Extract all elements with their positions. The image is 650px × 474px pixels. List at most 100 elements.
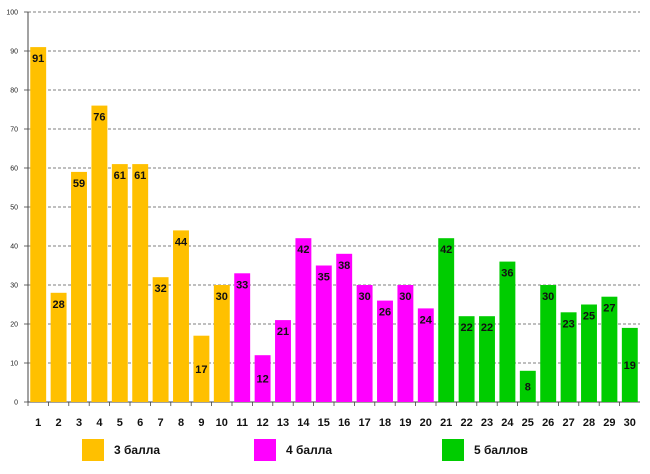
- bar-2: [50, 292, 67, 402]
- y-tick-label: 10: [10, 361, 18, 368]
- x-tick-label: 23: [481, 417, 493, 429]
- legend-item-4-balla: 4 балла: [254, 438, 332, 462]
- bar-30: [621, 327, 638, 402]
- y-axis-ticks: 0 10 20 30 40 50 60 70 80 90 100: [6, 10, 28, 407]
- x-tick-label: 5: [117, 417, 123, 429]
- data-label: 30: [399, 291, 411, 303]
- x-tick-label: 1: [35, 417, 41, 429]
- data-label: 19: [624, 360, 636, 372]
- x-tick-label: 9: [198, 417, 204, 429]
- data-labels: 91 28 59 76 61 61 32 44 17 30 33 12 21 42 35 38 30 26 30 24…: [32, 53, 636, 393]
- x-tick-label: 21: [440, 417, 452, 429]
- bar-25: [519, 370, 536, 402]
- x-tick-label: 11: [236, 417, 248, 429]
- data-label: 26: [379, 307, 391, 319]
- bar-21: [438, 238, 455, 402]
- data-label: 22: [460, 322, 472, 334]
- x-tick-label: 27: [562, 417, 574, 429]
- bar-11: [234, 273, 251, 402]
- data-label: 30: [542, 291, 554, 303]
- legend-swatch-5-ballov: [442, 439, 464, 461]
- x-tick-label: 15: [318, 417, 330, 429]
- bar-7: [152, 277, 169, 402]
- data-label: 17: [195, 364, 207, 376]
- legend-swatch-4-balla: [254, 439, 276, 461]
- y-tick-label: 70: [10, 127, 18, 134]
- x-tick-label: 29: [603, 417, 615, 429]
- bar-3: [71, 171, 87, 402]
- y-tick-label: 30: [10, 283, 18, 290]
- x-tick-label: 6: [137, 417, 143, 429]
- bar-9: [193, 335, 210, 402]
- bar-15: [315, 265, 332, 402]
- bar-14: [295, 238, 312, 402]
- bar-13: [275, 320, 291, 402]
- data-label: 38: [338, 260, 350, 272]
- x-tick-label: 22: [460, 417, 472, 429]
- bar-6: [132, 164, 149, 402]
- y-tick-label: 100: [6, 10, 18, 17]
- data-label: 22: [481, 322, 493, 334]
- legend-label-4-balla: 4 балла: [286, 443, 333, 457]
- x-axis-ticks: 1 2 3 4 5 6 7 8 9 10 11 12 13 14 15 16 17 18 19 20 21 22 23 24 2…: [27, 402, 636, 429]
- data-label: 32: [154, 283, 166, 295]
- data-label: 28: [52, 299, 64, 311]
- x-tick-label: 3: [76, 417, 82, 429]
- bar-5: [111, 164, 128, 402]
- bar-28: [581, 304, 597, 402]
- x-tick-label: 28: [583, 417, 595, 429]
- data-label: 23: [562, 318, 574, 330]
- bar-29: [601, 296, 618, 402]
- x-tick-label: 13: [277, 417, 289, 429]
- bar-17: [356, 285, 373, 402]
- data-label: 59: [73, 178, 85, 190]
- y-tick-label: 0: [14, 400, 18, 407]
- bar-24: [499, 261, 516, 402]
- gridlines: [28, 11, 640, 364]
- x-tick-label: 14: [297, 417, 310, 429]
- data-label: 27: [603, 303, 615, 315]
- data-label: 30: [216, 291, 228, 303]
- x-tick-label: 18: [379, 417, 391, 429]
- data-label: 61: [114, 170, 126, 182]
- x-tick-label: 24: [501, 417, 514, 429]
- y-tick-label: 40: [10, 244, 18, 251]
- data-label: 8: [525, 381, 531, 393]
- y-tick-label: 90: [10, 49, 18, 56]
- x-tick-label: 4: [96, 417, 103, 429]
- bar-18: [377, 300, 393, 402]
- bar-23: [479, 316, 495, 402]
- data-label: 42: [297, 244, 309, 256]
- bar-4: [91, 105, 108, 402]
- x-tick-label: 30: [624, 417, 636, 429]
- bar-22: [458, 316, 475, 402]
- legend-swatch-3-balla: [82, 439, 104, 461]
- x-tick-label: 16: [338, 417, 350, 429]
- bar-26: [540, 285, 557, 402]
- data-label: 21: [277, 326, 289, 338]
- y-tick-label: 20: [10, 322, 18, 329]
- data-label: 61: [134, 170, 146, 182]
- data-label: 91: [32, 53, 44, 65]
- data-label: 42: [440, 244, 452, 256]
- y-tick-label: 50: [10, 205, 18, 212]
- y-tick-label: 60: [10, 166, 18, 173]
- y-tick-label: 80: [10, 88, 18, 95]
- bar-12: [254, 355, 271, 402]
- x-tick-label: 19: [399, 417, 411, 429]
- bar-20: [417, 308, 434, 402]
- data-label: 35: [318, 272, 330, 284]
- legend-label-3-balla: 3 балла: [114, 443, 161, 457]
- legend-item-5-ballov: 5 баллов: [442, 438, 528, 462]
- x-tick-label: 17: [358, 417, 370, 429]
- data-label: 30: [358, 291, 370, 303]
- bar-8: [173, 230, 189, 402]
- legend-label-5-ballov: 5 баллов: [474, 443, 528, 457]
- legend-item-3-balla: 3 балла: [82, 438, 160, 462]
- bar-27: [560, 312, 577, 402]
- data-label: 44: [175, 236, 188, 248]
- bar-19: [397, 285, 414, 402]
- x-tick-label: 20: [420, 417, 432, 429]
- x-tick-label: 7: [158, 417, 164, 429]
